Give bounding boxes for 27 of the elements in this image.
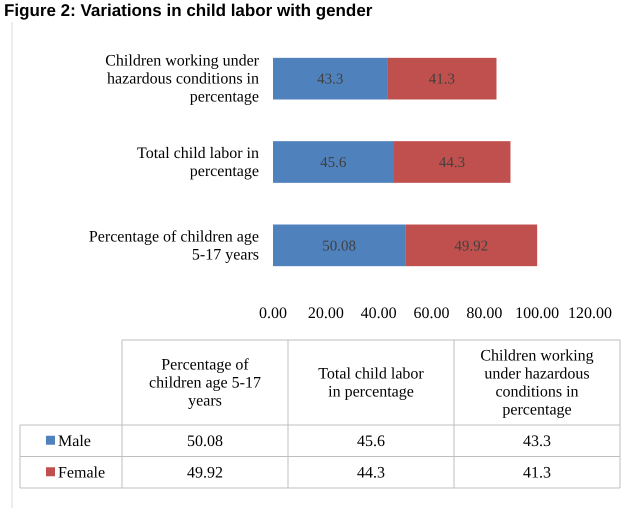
data-label: 43.3 bbox=[317, 72, 344, 88]
x-tick-label: 80.00 bbox=[466, 305, 502, 322]
x-tick-label: 120.00 bbox=[568, 305, 612, 322]
text: 45.6 bbox=[357, 432, 385, 450]
data-label: 50.08 bbox=[322, 238, 356, 254]
text: 50.08 bbox=[187, 432, 223, 450]
x-tick-label: 0.00 bbox=[259, 305, 287, 322]
y-tick-label: Percentage of children age 5-17 years bbox=[88, 228, 259, 264]
category-label: Children working under hazardous conditions in percentage bbox=[480, 348, 594, 418]
x-tick-label: 60.00 bbox=[414, 305, 450, 322]
text: 43.3 bbox=[523, 432, 551, 450]
data-label: 44.3 bbox=[438, 155, 466, 171]
x-tick-label: 40.00 bbox=[360, 305, 397, 322]
y-tick-label: Children working under hazardous conditions in percentage bbox=[105, 52, 260, 106]
text: 41.3 bbox=[523, 464, 551, 482]
data-label: 49.92 bbox=[454, 238, 488, 254]
text: 49.92 bbox=[187, 464, 223, 482]
category-label: Total child labor in percentage bbox=[318, 366, 424, 400]
y-tick-label: Total child labor in percentage bbox=[137, 145, 259, 180]
data-label: 41.3 bbox=[428, 72, 456, 88]
x-tick-label: 100.00 bbox=[515, 305, 560, 322]
text: 44.3 bbox=[357, 464, 385, 482]
legend-label: Male bbox=[58, 432, 91, 450]
legend-label: Female bbox=[58, 464, 106, 482]
chart-title: Figure 2: Variations in child labor with gender bbox=[4, 1, 373, 20]
data-label: 45.6 bbox=[320, 155, 347, 171]
x-tick-label: 20.00 bbox=[308, 305, 344, 322]
